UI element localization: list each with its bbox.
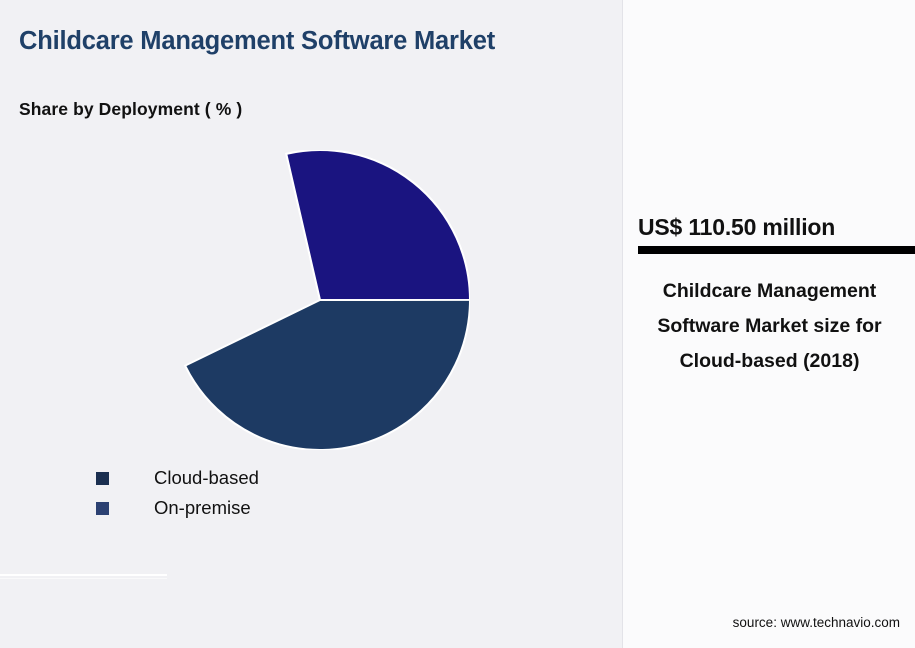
chart-legend: Cloud-based On-premise	[96, 463, 259, 523]
decorative-rule-secondary	[0, 578, 167, 579]
kpi-underline-bar	[638, 246, 915, 254]
legend-item[interactable]: Cloud-based	[96, 463, 259, 493]
chart-panel: Childcare Management Software Market Sha…	[0, 27, 496, 579]
legend-swatch-icon	[96, 471, 109, 485]
kpi-description: Childcare Management Software Market siz…	[657, 280, 882, 372]
legend-item-label: On-premise	[154, 497, 251, 518]
pie-slice-on-premise[interactable]	[285, 150, 470, 302]
source-note: source: www.technavio.com	[732, 615, 900, 630]
chart-subtitle: Share by Deployment ( % )	[19, 99, 243, 119]
page-title: Childcare Management Software Market	[19, 27, 496, 55]
legend-swatch-icon	[96, 501, 109, 515]
decorative-rule	[0, 574, 167, 576]
legend-item-label: Cloud-based	[154, 467, 259, 488]
panel-divider	[622, 0, 623, 648]
legend-item[interactable]: On-premise	[96, 493, 259, 523]
kpi-panel: US$ 110.50 million Childcare Management …	[623, 0, 915, 648]
pie-chart-svg	[183, 150, 470, 450]
pie-chart	[170, 150, 470, 450]
kpi-value: US$ 110.50 million	[638, 214, 836, 240]
